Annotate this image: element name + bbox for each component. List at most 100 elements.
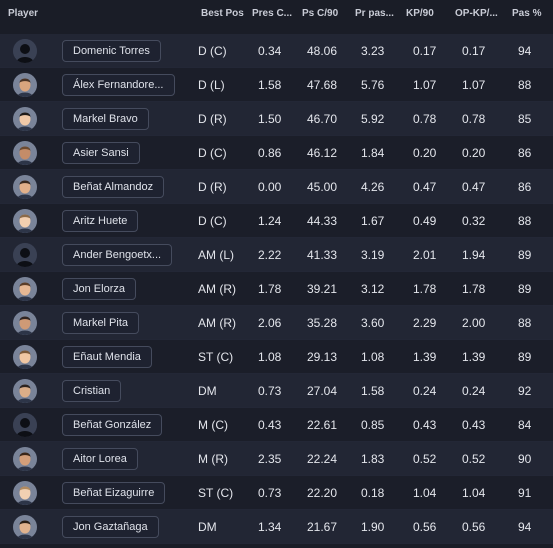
table-row[interactable]: Asier Sansi D (C) 0.86 46.12 1.84 0.20 0.20 86: [0, 136, 553, 170]
pr-pas-cell: 1.58: [361, 384, 385, 398]
pas-pct-cell: 90: [518, 452, 532, 466]
player-name-button[interactable]: Jon Gaztañaga: [62, 516, 159, 538]
table-header: Player Best Pos Pres C... Ps C/90 Pr pas…: [0, 0, 553, 28]
best-pos-cell: D (C): [198, 44, 227, 58]
player-name-button[interactable]: Jon Elorza: [62, 278, 136, 300]
best-pos-cell: ST (C): [198, 486, 234, 500]
best-pos-cell: D (L): [198, 78, 225, 92]
pas-pct-cell: 86: [518, 180, 532, 194]
pr-pas-cell: 1.67: [361, 214, 385, 228]
player-avatar: [13, 311, 37, 335]
pr-pas-cell: 5.92: [361, 112, 385, 126]
pres-c-cell: 1.58: [258, 78, 282, 92]
pr-pas-cell: 3.23: [361, 44, 385, 58]
player-avatar: [13, 73, 37, 97]
player-avatar: [13, 277, 37, 301]
player-avatar: [13, 447, 37, 471]
silhouette-icon: [13, 413, 37, 437]
ps-c90-cell: 22.61: [307, 418, 338, 432]
table-row[interactable]: Beñat Almandoz D (R) 0.00 45.00 4.26 0.47 0.47…: [0, 170, 553, 204]
player-avatar: [13, 345, 37, 369]
best-pos-cell: D (R): [198, 180, 227, 194]
player-name-button[interactable]: Eñaut Mendia: [62, 346, 152, 368]
silhouette-icon: [13, 243, 37, 267]
player-name-button[interactable]: Cristian: [62, 380, 122, 402]
best-pos-cell: M (R): [198, 452, 228, 466]
silhouette-icon: [13, 39, 37, 63]
best-pos-cell: D (R): [198, 112, 227, 126]
op-kp-cell: 1.07: [462, 78, 486, 92]
op-kp-cell: 0.24: [462, 384, 486, 398]
pres-c-cell: 0.73: [258, 486, 282, 500]
player-name-button[interactable]: Markel Pita: [62, 312, 140, 334]
kp90-cell: 0.52: [413, 452, 437, 466]
player-name-button[interactable]: Ander Bengoetx...: [62, 244, 173, 266]
op-kp-cell: 1.39: [462, 350, 486, 364]
player-name-button[interactable]: Markel Bravo: [62, 108, 149, 130]
pres-c-cell: 1.78: [258, 282, 282, 296]
column-header-kp90[interactable]: KP/90: [406, 8, 434, 19]
table-body: Domenic Torres D (C) 0.34 48.06 3.23 0.17 0.17…: [0, 34, 553, 544]
column-header-pas-pct[interactable]: Pas %: [512, 8, 542, 19]
kp90-cell: 0.56: [413, 520, 437, 534]
pas-pct-cell: 89: [518, 282, 532, 296]
column-header-pr-pas[interactable]: Pr pas...: [355, 8, 394, 19]
table-row[interactable]: Domenic Torres D (C) 0.34 48.06 3.23 0.17 0.17…: [0, 34, 553, 68]
op-kp-cell: 1.78: [462, 282, 486, 296]
column-header-pres-c[interactable]: Pres C...: [252, 8, 293, 19]
pr-pas-cell: 3.60: [361, 316, 385, 330]
pres-c-cell: 0.00: [258, 180, 282, 194]
player-name-button[interactable]: Aitor Lorea: [62, 448, 138, 470]
table-row[interactable]: Eñaut Mendia ST (C) 1.08 29.13 1.08 1.39 1.39 8…: [0, 340, 553, 374]
pas-pct-cell: 94: [518, 44, 532, 58]
column-header-player[interactable]: Player: [8, 8, 39, 19]
pr-pas-cell: 3.12: [361, 282, 385, 296]
pres-c-cell: 1.08: [258, 350, 282, 364]
kp90-cell: 1.78: [413, 282, 437, 296]
op-kp-cell: 1.94: [462, 248, 486, 262]
pres-c-cell: 0.86: [258, 146, 282, 160]
player-avatar: [13, 481, 37, 505]
table-row[interactable]: Markel Pita AM (R) 2.06 35.28 3.60 2.29 2.00 88: [0, 306, 553, 340]
ps-c90-cell: 46.70: [307, 112, 338, 126]
op-kp-cell: 0.20: [462, 146, 486, 160]
column-header-ps-c90[interactable]: Ps C/90: [302, 8, 339, 19]
pr-pas-cell: 0.18: [361, 486, 385, 500]
pas-pct-cell: 84: [518, 418, 532, 432]
ps-c90-cell: 44.33: [307, 214, 338, 228]
table-row[interactable]: Cristian DM 0.73 27.04 1.58 0.24 0.24 92: [0, 374, 553, 408]
ps-c90-cell: 22.24: [307, 452, 338, 466]
player-avatar: [13, 379, 37, 403]
pres-c-cell: 1.50: [258, 112, 282, 126]
table-row[interactable]: Aritz Huete D (C) 1.24 44.33 1.67 0.49 0.32 88: [0, 204, 553, 238]
player-avatar: [13, 107, 37, 131]
best-pos-cell: AM (L): [198, 248, 234, 262]
player-name-button[interactable]: Domenic Torres: [62, 40, 161, 62]
best-pos-cell: AM (R): [198, 282, 236, 296]
table-row[interactable]: Markel Bravo D (R) 1.50 46.70 5.92 0.78 0.78 85: [0, 102, 553, 136]
column-header-op-kp[interactable]: OP-KP/...: [455, 8, 498, 19]
table-row[interactable]: Jon Gaztañaga DM 1.34 21.67 1.90 0.56 0.56 94: [0, 510, 553, 544]
column-header-best-pos[interactable]: Best Pos: [201, 8, 244, 19]
table-row[interactable]: Beñat Eizaguirre ST (C) 0.73 22.20 0.18 1.04 1…: [0, 476, 553, 510]
kp90-cell: 1.04: [413, 486, 437, 500]
kp90-cell: 0.20: [413, 146, 437, 160]
table-row[interactable]: Beñat González M (C) 0.43 22.61 0.85 0.43 0.43…: [0, 408, 553, 442]
player-name-button[interactable]: Álex Fernandore...: [62, 74, 175, 96]
best-pos-cell: M (C): [198, 418, 228, 432]
player-name-button[interactable]: Aritz Huete: [62, 210, 139, 232]
ps-c90-cell: 45.00: [307, 180, 338, 194]
table-row[interactable]: Aitor Lorea M (R) 2.35 22.24 1.83 0.52 0.52 90: [0, 442, 553, 476]
player-name-button[interactable]: Beñat González: [62, 414, 163, 436]
player-name-button[interactable]: Beñat Almandoz: [62, 176, 165, 198]
op-kp-cell: 1.04: [462, 486, 486, 500]
ps-c90-cell: 29.13: [307, 350, 338, 364]
table-row[interactable]: Ander Bengoetx... AM (L) 2.22 41.33 3.19 2.01…: [0, 238, 553, 272]
table-row[interactable]: Jon Elorza AM (R) 1.78 39.21 3.12 1.78 1.78 89: [0, 272, 553, 306]
player-name-button[interactable]: Asier Sansi: [62, 142, 140, 164]
op-kp-cell: 0.52: [462, 452, 486, 466]
player-name-button[interactable]: Beñat Eizaguirre: [62, 482, 166, 504]
kp90-cell: 0.43: [413, 418, 437, 432]
table-row[interactable]: Álex Fernandore... D (L) 1.58 47.68 5.76 1.07…: [0, 68, 553, 102]
pas-pct-cell: 88: [518, 78, 532, 92]
